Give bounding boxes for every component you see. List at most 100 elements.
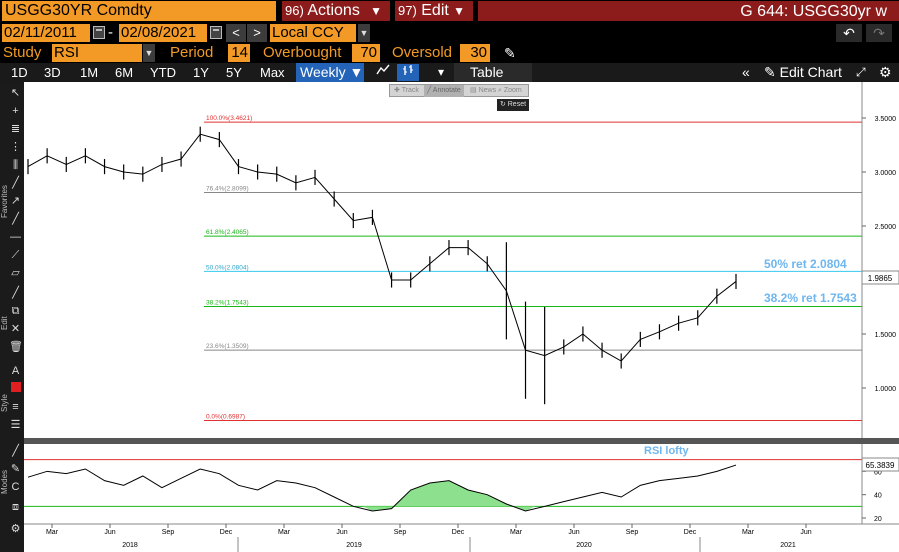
fib-label: 61.8%(2.4065) [206,229,249,236]
period-field[interactable]: 14 [228,44,250,62]
currency-dropdown-icon[interactable]: ▼ [358,24,370,42]
edit-section-label: Edit [0,316,9,330]
table-button[interactable]: Table [454,63,532,82]
cursor-icon[interactable]: ↖ [10,87,21,99]
timeframe-ytd[interactable]: YTD [150,65,176,80]
fib-fan-icon[interactable]: ⋮ [10,141,21,153]
title-bar: G 644: USGG30yr w [478,1,899,21]
rsi-tick-label: 20 [874,516,882,523]
annotate-mode-icon[interactable]: ✎ [10,463,21,475]
chart-mode-toolbar: ✚ Track ╱ Annotate ▤ News ⌕ Zoom [389,84,529,97]
bar-chart-icon[interactable] [397,64,419,81]
study-field[interactable]: RSI [52,44,142,62]
gear-icon[interactable]: ⚙ [10,523,21,535]
zoom-mode-icon[interactable]: ⧈ [12,501,19,513]
timeframe-1m[interactable]: 1M [80,65,99,80]
news-label: News [478,87,497,94]
text-icon[interactable]: A [11,365,20,377]
previous-period-button[interactable]: < [226,24,246,42]
actions-menu-label: Actions [307,2,360,19]
crosshair-icon[interactable]: + [12,105,19,117]
shape-icon[interactable]: ▱ [11,267,20,279]
x-tick-label: Mar [46,529,59,536]
overbought-label: Overbought [263,44,342,61]
next-period-button[interactable]: > [247,24,267,42]
pencil-icon[interactable]: ✎ [504,45,516,61]
x-tick-label: Dec [452,529,465,536]
timeframe-1d[interactable]: 1D [11,65,28,80]
panel-divider[interactable] [24,438,899,444]
chart-canvas[interactable]: 100.0%(3.4621) 76.4%(2.8099) 61.8%(2.4065)… [24,82,899,552]
gear-icon[interactable]: ⚙ [879,64,892,80]
line-chart-icon[interactable] [372,64,394,81]
rsi-annotation: RSI lofty [644,445,689,457]
start-date-field[interactable]: 02/11/2011 [2,24,90,42]
edit-menu-button[interactable]: 97) Edit ▼ [395,1,473,21]
timeframe-6m[interactable]: 6M [115,65,134,80]
fib-label: 50.0%(2.0804) [206,264,249,271]
period-label: Period [170,44,214,61]
x-tick-label: Dec [684,529,697,536]
overbought-field[interactable]: 70 [352,44,380,62]
line-width-icon[interactable]: ☰ [10,419,21,431]
end-date-field[interactable]: 02/08/2021 [119,24,207,42]
fibonacci-icon[interactable]: ≣ [10,123,21,135]
x-axis-band [24,524,899,552]
trash-icon[interactable]: 🗑 [9,341,23,353]
pencil-icon[interactable]: ╱ [12,287,19,299]
x-tick-label: Dec [220,529,233,536]
trendline-icon[interactable]: ⟋ [11,249,20,261]
rsi-tick-label: 40 [874,493,882,500]
chevron-down-icon: ▼ [349,64,364,80]
timeframe-1y[interactable]: 1Y [193,65,209,80]
edit-chart-button[interactable]: ✎ Edit Chart [764,63,842,82]
reset-mode-icon[interactable]: C [11,481,20,493]
timeframe-3d[interactable]: 3D [44,65,61,80]
redo-button[interactable]: ↷ [866,24,892,42]
study-dropdown-icon[interactable]: ▼ [143,44,155,62]
currency-field[interactable]: Local CCY [270,24,356,42]
x-year-label: 2019 [346,542,362,549]
chart-area[interactable]: 100.0%(3.4621) 76.4%(2.8099) 61.8%(2.4065)… [24,82,899,552]
chart-type-dropdown-icon[interactable]: ▾ [437,65,445,79]
news-mode-button[interactable]: ▤ News [470,87,497,94]
edit-menu-label: Edit [421,2,449,19]
timeframe-5y[interactable]: 5Y [226,65,242,80]
oversold-field[interactable]: 30 [460,44,490,62]
collapse-icon[interactable]: « [742,64,750,80]
actions-menu-button[interactable]: 96) Actions ▼ [282,1,390,21]
calendar-icon[interactable] [93,26,105,39]
zoom-mode-button[interactable]: ⌕ Zoom [498,87,522,94]
oversold-label: Oversold [392,44,453,61]
last-rsi-box [861,457,899,472]
last-price-label: 1.9865 [868,274,893,283]
timeframe-max[interactable]: Max [260,65,285,80]
line-style-icon[interactable]: ≡ [12,401,19,413]
color-swatch[interactable] [9,382,22,396]
calendar-icon[interactable] [210,26,222,39]
rsi-y-axis: 60 40 20 [862,469,882,523]
channel-icon[interactable]: ⫼ [12,159,19,171]
fib-label: 38.2%(1.7543) [206,300,249,307]
draw-mode-icon[interactable]: ╱ [12,445,19,457]
close-icon[interactable]: ✕ [10,323,21,335]
annotate-mode-button[interactable]: ╱ Annotate [424,85,464,97]
security-ticker-field[interactable]: USGG30YR Comdty [2,1,276,21]
ray-icon[interactable]: ╱ [12,177,19,189]
arrow-icon[interactable]: ↗ [10,195,21,207]
x-tick-label: Sep [394,529,407,536]
copy-icon[interactable]: ⧉ [11,305,20,317]
line-icon[interactable]: ╱ [12,213,19,225]
horizontal-line-icon[interactable]: — [10,231,21,243]
pencil-icon: ✎ [764,64,780,80]
style-section-label: Style [0,394,9,412]
price-tick-label: 2.5000 [875,224,897,231]
edit-menu-number: 97) [398,3,417,18]
undo-button[interactable]: ↶ [836,24,862,42]
expand-icon[interactable]: ⤢ [856,65,866,79]
frequency-dropdown[interactable]: Weekly ▼ [296,63,364,82]
annotate-label: Annotate [432,87,461,94]
track-mode-button[interactable]: ✚ Track [394,87,419,94]
price-tick-label: 3.0000 [875,170,897,177]
reset-button[interactable]: ↻ Reset [497,99,529,111]
